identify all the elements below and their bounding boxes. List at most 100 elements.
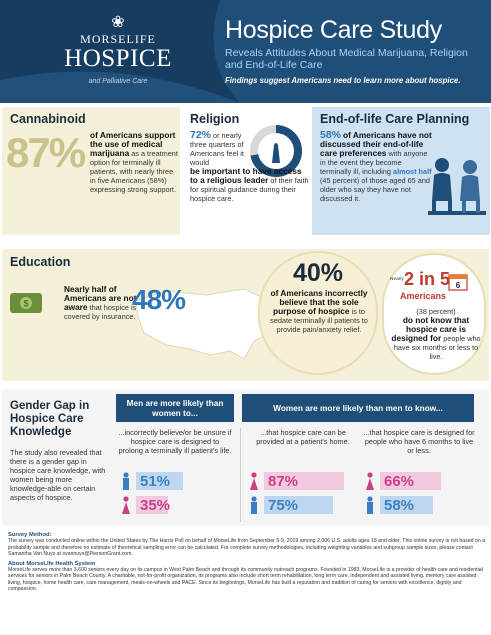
religion-panel: Religion 72% or nearly three quarters of… (182, 107, 310, 235)
man-icon (251, 496, 257, 514)
bar-c3-men-fill (380, 496, 434, 514)
gender-gap-title: Gender Gap in Hospice Care Knowledge (10, 400, 90, 438)
gender-gap-panel: Gender Gap in Hospice Care Knowledge The… (2, 390, 489, 526)
edu-stat2-bold: of Americans incorrectly believe that th… (270, 288, 368, 316)
gender-col-2: ...that hospice care can be provided at … (246, 428, 360, 516)
eol-title: End-of-life Care Planning (320, 112, 470, 126)
val-c1-men: 51% (140, 473, 171, 490)
woman-icon (122, 496, 130, 514)
bar-c2-men: 75% (246, 494, 360, 516)
edu-stat3-americans: Americans (400, 291, 447, 301)
divider (240, 428, 241, 522)
page-tagline: Findings suggest Americans need to learn… (225, 76, 461, 85)
two-people-talking-icon (428, 158, 486, 215)
about-heading: About MorseLife Health System (8, 560, 96, 567)
edu-stat1-bold: Nearly half of Americans are not aware (64, 284, 137, 312)
banner-women: Women are more likely than men to know..… (242, 394, 474, 422)
religion-title: Religion (190, 112, 240, 126)
bar-c2-women-fill (264, 472, 345, 490)
woman-icon (250, 472, 258, 490)
man-icon (367, 496, 373, 514)
eol-panel: End-of-life Care Planning 58% of America… (312, 107, 490, 235)
bar-c3-men: 58% (362, 494, 476, 516)
praying-hands-icon (272, 143, 280, 163)
education-stat3-circle: Nearly 2 in 5 Americans 6 (38 percent) d… (382, 253, 486, 375)
cannabinoid-percent: 87% (6, 129, 86, 176)
bar-c1-women-fill (136, 496, 169, 514)
bar-c1-men-fill (136, 472, 183, 490)
morselife-logo: ❀ MORSELIFE HOSPICE and Palliative Care (58, 14, 178, 85)
edu-stat3-text: (38 percent) do not know that hospice ca… (390, 307, 482, 361)
page-subtitle: Reveals Attitudes About Medical Marijuan… (225, 47, 468, 71)
calendar-number: 6 (456, 281, 461, 290)
education-stat2-circle: 40% of Americans incorrectly believe tha… (258, 251, 378, 375)
edu-stat3-paren: (38 percent) (416, 307, 456, 316)
edu-stat2-percent: 40% (292, 259, 344, 287)
val-c3-men: 58% (384, 497, 415, 514)
gender-gap-text: The study also revealed that there is a … (10, 448, 106, 502)
eol-mid: with anyone in the event they become ter… (320, 149, 428, 176)
cannabinoid-rest: as a treatment option for terminally ill… (90, 149, 178, 194)
gender-col-1: ...incorrectly believe/or be unsure if h… (118, 428, 232, 516)
logo-sub: and Palliative Care (88, 78, 148, 85)
gender-col-3: ...that hospice care is designed for peo… (362, 428, 476, 516)
edu-stat3-big: 2 in 5 (404, 269, 451, 289)
education-stat1-text: Nearly half of Americans are not aware t… (64, 284, 148, 322)
edu-stat3-rest: people who have six months or less to li… (393, 334, 481, 361)
religion-rest: of their faith for spiritual guidance du… (190, 176, 309, 203)
bar-c2-men-fill (264, 496, 333, 514)
eol-bold: of Americans have not discussed their en… (320, 130, 432, 158)
edu-stat2-rest: is to sedate terminally ill patients to … (270, 307, 368, 334)
gender-q1: ...incorrectly believe/or be unsure if h… (118, 428, 232, 455)
bar-c1-women: 35% (118, 494, 232, 516)
edu-stat1-rest: that hospice is covered by insurance. (64, 303, 137, 321)
page-title: Hospice Care Study (225, 16, 442, 44)
banner-men: Men are more likely than women to... (116, 394, 234, 422)
religion-text: 72% or nearly three quarters of American… (190, 129, 310, 203)
gender-q2: ...that hospice care can be provided at … (256, 428, 350, 446)
logo-brand: MORSELIFE (80, 32, 156, 46)
education-title: Education (10, 255, 71, 269)
val-c1-women: 35% (140, 497, 171, 514)
title-block: Hospice Care Study Reveals Attitudes Abo… (225, 16, 487, 85)
val-c3-women: 66% (384, 473, 415, 490)
svg-text:$: $ (23, 299, 28, 309)
cannabinoid-bold: of Americans support the use of medical … (90, 130, 176, 158)
cannabinoid-panel: Cannabinoid 87% of Americans support the… (2, 107, 180, 235)
us-map-graphic (135, 288, 277, 360)
bar-c2-women: 87% (246, 470, 360, 492)
logo-hospice: HOSPICE (64, 45, 172, 72)
man-icon (123, 472, 129, 490)
religion-bold: be important to have access to a religio… (190, 166, 302, 185)
footer: Survey Method: The survey was conducted … (8, 532, 486, 593)
about-text: MorseLife serves more than 3,600 seniors… (8, 567, 483, 593)
education-panel: Education $ Nearly half of Americans are… (2, 249, 489, 381)
education-stat1-percent: 48% (132, 284, 186, 315)
val-c2-women: 87% (268, 473, 299, 490)
header-swoosh-decoration (0, 0, 240, 103)
bar-c3-women: 66% (362, 470, 476, 492)
bar-c3-women-fill (380, 472, 441, 490)
val-c2-men: 75% (268, 497, 299, 514)
eol-rest: (45 percent) of those aged 65 and older … (320, 176, 430, 203)
eol-text: 58% of Americans have not discussed thei… (320, 129, 432, 203)
row-top-panels: Cannabinoid 87% of Americans support the… (0, 107, 491, 235)
header: ❀ MORSELIFE HOSPICE and Palliative Care … (0, 0, 491, 103)
money-icon: $ (10, 293, 42, 313)
eol-highlight: almost half (393, 167, 432, 176)
edu-stat3-bold: do not know that hospice care is designe… (391, 315, 470, 343)
calendar-icon: 6 (448, 274, 468, 291)
survey-method-heading: Survey Method: (8, 532, 52, 538)
survey-method-text: The survey was conducted online within t… (8, 538, 486, 558)
religion-percent: 72% (190, 129, 212, 141)
bar-c1-men: 51% (118, 470, 232, 492)
religion-pre: or nearly three quarters of Americans fe… (190, 131, 244, 167)
cannabinoid-text: of Americans support the use of medical … (90, 130, 180, 195)
woman-icon (366, 472, 374, 490)
gender-q3: ...that hospice care is designed for peo… (363, 428, 475, 455)
bird-logo-icon: ❀ (111, 14, 125, 31)
cannabinoid-title: Cannabinoid (10, 112, 86, 126)
edu-stat3-nearly: Nearly (390, 277, 404, 282)
edu-stat2-text: of Americans incorrectly believe that th… (270, 288, 368, 335)
eol-percent: 58% (320, 129, 342, 141)
